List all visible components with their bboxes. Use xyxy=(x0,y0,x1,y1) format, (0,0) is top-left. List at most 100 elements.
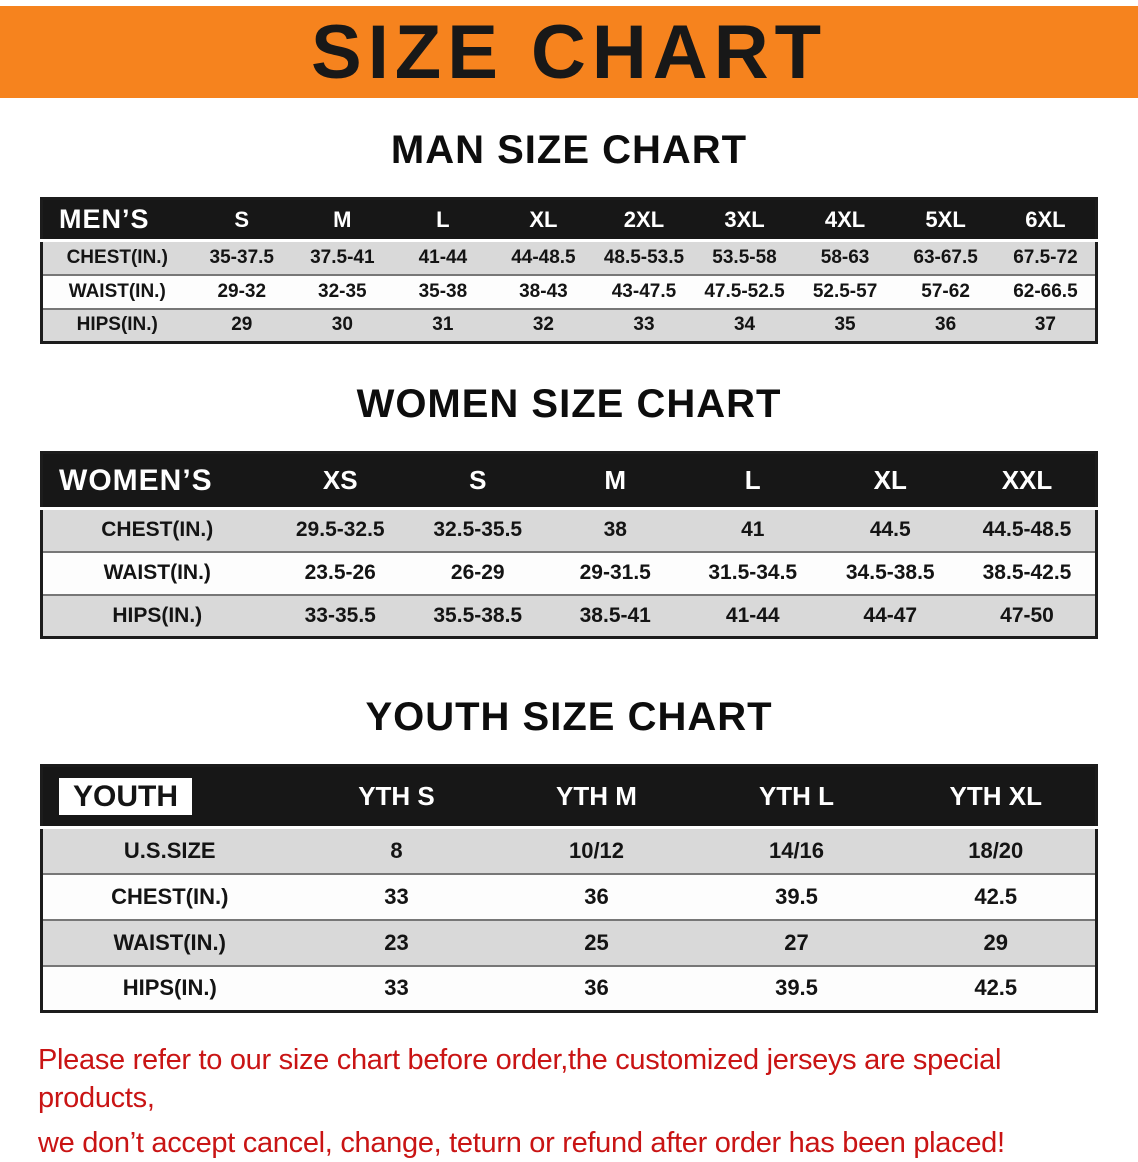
value-cell: 8 xyxy=(390,837,403,863)
value-cell: 31.5-34.5 xyxy=(684,550,822,595)
women-section: WOMEN SIZE CHART WOMEN’S XS S M L XL XXL CHEST(… xyxy=(0,382,1138,639)
value-cell: 48.5-53.5 xyxy=(603,246,685,268)
table-header-row: WOMEN’S XS S M L XL XXL xyxy=(41,452,1097,510)
value-cell: 52.5-57 xyxy=(794,273,896,309)
men-section: MAN SIZE CHART MEN’S S M L XL 2XL 3XL 4XL 5XL 6XL… xyxy=(0,128,1138,344)
value-cell: 41 xyxy=(741,518,765,542)
value-cell: 67.5-72 xyxy=(1013,246,1078,268)
value-cell: 41-44 xyxy=(418,246,468,268)
table-row: U.S.SIZE 8 10/12 14/16 18/20 xyxy=(41,827,1097,874)
value-cell: 23.5-26 xyxy=(271,550,409,595)
row-label-cell: CHEST(IN.) xyxy=(41,872,297,920)
value-cell: 36 xyxy=(895,307,996,343)
value-cell: 62-66.5 xyxy=(995,273,1097,309)
size-column-header: S xyxy=(409,452,547,510)
women-section-heading: WOMEN SIZE CHART xyxy=(356,382,782,426)
value-cell: 44.5-48.5 xyxy=(982,518,1072,542)
size-column-header: 5XL xyxy=(895,198,996,242)
value-cell: 43-47.5 xyxy=(593,273,695,309)
size-column-header: 4XL xyxy=(794,198,896,242)
value-cell: 63-67.5 xyxy=(913,246,978,268)
table-row: HIPS(IN.) 29 30 31 32 33 34 35 36 37 xyxy=(41,307,1097,343)
value-cell: 44-47 xyxy=(821,593,959,638)
value-cell: 33-35.5 xyxy=(271,593,409,638)
value-cell: 10/12 xyxy=(568,837,625,863)
size-column-header: M xyxy=(546,452,684,510)
size-column-header: XL xyxy=(493,198,594,242)
men-section-heading: MAN SIZE CHART xyxy=(390,128,748,172)
value-cell: 39.5 xyxy=(696,872,897,920)
value-cell: 38.5-41 xyxy=(546,593,684,638)
value-cell: 29.5-32.5 xyxy=(295,518,385,542)
value-cell: 36 xyxy=(496,872,697,920)
row-label-cell: HIPS(IN.) xyxy=(41,307,192,343)
size-column-header: L xyxy=(684,452,822,510)
value-cell: 34 xyxy=(694,307,795,343)
value-cell: 34.5-38.5 xyxy=(821,550,959,595)
row-label-cell: HIPS(IN.) xyxy=(41,964,297,1012)
value-cell: 57-62 xyxy=(895,273,996,309)
value-cell: 35.5-38.5 xyxy=(409,593,547,638)
size-column-header: XXL xyxy=(959,452,1097,510)
table-row: CHEST(IN.) 29.5-32.5 32.5-35.5 38 41 44.5 44.5… xyxy=(41,508,1097,552)
value-cell: 38 xyxy=(603,518,627,542)
size-column-header: XL xyxy=(821,452,959,510)
group-label-inverted-box: YOUTH xyxy=(59,778,192,815)
value-cell: 23 xyxy=(296,918,497,966)
table-row: WAIST(IN.) 29-32 32-35 35-38 38-43 43-47.5 47.… xyxy=(41,273,1097,309)
group-label-header: WOMEN’S xyxy=(41,452,272,510)
value-cell: 32 xyxy=(493,307,594,343)
value-cell: 44.5 xyxy=(869,518,911,542)
row-label-cell: WAIST(IN.) xyxy=(41,918,297,966)
table-row: HIPS(IN.) 33 36 39.5 42.5 xyxy=(41,964,1097,1012)
value-cell: 33 xyxy=(296,964,497,1012)
value-cell: 32-35 xyxy=(292,273,393,309)
notice-line-1: Please refer to our size chart before or… xyxy=(38,1044,1002,1115)
group-label-header: MEN’S xyxy=(41,198,192,242)
value-cell: 44-48.5 xyxy=(511,246,576,268)
size-column-header: YTH M xyxy=(496,765,697,829)
size-column-header: XS xyxy=(271,452,409,510)
table-header-row: MEN’S S M L XL 2XL 3XL 4XL 5XL 6XL xyxy=(41,198,1097,242)
value-cell: 41-44 xyxy=(684,593,822,638)
value-cell: 32.5-35.5 xyxy=(433,518,523,542)
row-label-cell: CHEST(IN.) xyxy=(101,518,214,542)
value-cell: 26-29 xyxy=(409,550,547,595)
value-cell: 30 xyxy=(292,307,393,343)
value-cell: 25 xyxy=(496,918,697,966)
value-cell: 31 xyxy=(392,307,494,343)
row-label-cell: HIPS(IN.) xyxy=(41,593,272,638)
value-cell: 38.5-42.5 xyxy=(959,550,1097,595)
size-column-header: YTH XL xyxy=(896,765,1097,829)
table-row: WAIST(IN.) 23.5-26 26-29 29-31.5 31.5-34.5 34… xyxy=(41,550,1097,595)
table-row: CHEST(IN.) 33 36 39.5 42.5 xyxy=(41,872,1097,920)
youth-section-heading: YOUTH SIZE CHART xyxy=(365,695,773,739)
size-column-header: S xyxy=(191,198,293,242)
size-chart-page: SIZE CHART MAN SIZE CHART MEN’S S M L XL 2XL 3… xyxy=(0,6,1138,1162)
men-size-table: MEN’S S M L XL 2XL 3XL 4XL 5XL 6XL CHEST(IN.) 35-37… xyxy=(40,197,1098,344)
size-column-header: 3XL xyxy=(694,198,795,242)
value-cell: 58-63 xyxy=(820,246,870,268)
value-cell: 37 xyxy=(995,307,1097,343)
value-cell: 14/16 xyxy=(768,837,825,863)
group-label-header: YOUTH xyxy=(41,765,297,829)
value-cell: 29-31.5 xyxy=(546,550,684,595)
value-cell: 47.5-52.5 xyxy=(694,273,795,309)
row-label-cell: U.S.SIZE xyxy=(123,837,216,863)
value-cell: 38-43 xyxy=(493,273,594,309)
value-cell: 35 xyxy=(794,307,896,343)
table-row: WAIST(IN.) 23 25 27 29 xyxy=(41,918,1097,966)
size-column-header: YTH L xyxy=(696,765,897,829)
table-header-row: YOUTH YTH S YTH M YTH L YTH XL xyxy=(41,765,1097,829)
value-cell: 39.5 xyxy=(696,964,897,1012)
value-cell: 29 xyxy=(191,307,293,343)
value-cell: 42.5 xyxy=(896,872,1097,920)
value-cell: 53.5-58 xyxy=(712,246,777,268)
table-row: CHEST(IN.) 35-37.5 37.5-41 41-44 44-48.5 48.5… xyxy=(41,240,1097,275)
page-title: SIZE CHART xyxy=(311,9,827,95)
value-cell: 35-37.5 xyxy=(209,246,274,268)
row-label-cell: WAIST(IN.) xyxy=(41,550,272,595)
value-cell: 33 xyxy=(296,872,497,920)
youth-size-table: YOUTH YTH S YTH M YTH L YTH XL U.S.SIZE 8 10/12… xyxy=(40,764,1098,1013)
row-label-cell: CHEST(IN.) xyxy=(66,246,168,268)
